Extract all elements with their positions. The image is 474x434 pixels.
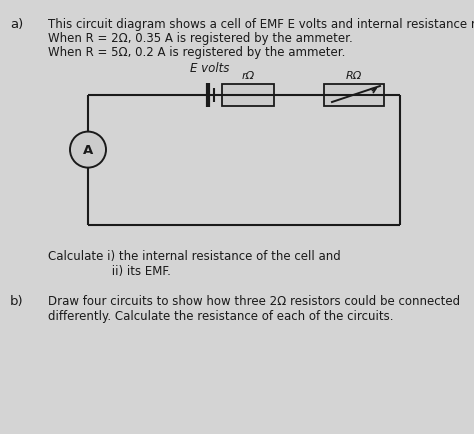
Text: rΩ: rΩ [241,71,255,81]
Text: E volts: E volts [191,62,230,75]
Text: When R = 5Ω, 0.2 A is registered by the ammeter.: When R = 5Ω, 0.2 A is registered by the … [48,46,346,59]
Text: Draw four circuits to show how three 2Ω resistors could be connected: Draw four circuits to show how three 2Ω … [48,295,460,308]
Circle shape [70,132,106,168]
Text: Calculate i) the internal resistance of the cell and: Calculate i) the internal resistance of … [48,250,341,263]
Text: A: A [83,144,93,157]
Text: b): b) [10,295,24,308]
Text: ii) its EMF.: ii) its EMF. [48,265,171,278]
Text: This circuit diagram shows a cell of EMF E volts and internal resistance rΩ.: This circuit diagram shows a cell of EMF… [48,18,474,31]
Bar [324,84,384,106]
Text: a): a) [10,18,23,31]
Text: RΩ: RΩ [346,71,362,81]
Text: When R = 2Ω, 0.35 A is registered by the ammeter.: When R = 2Ω, 0.35 A is registered by the… [48,32,353,45]
Bar [222,84,274,106]
Text: differently. Calculate the resistance of each of the circuits.: differently. Calculate the resistance of… [48,310,393,323]
